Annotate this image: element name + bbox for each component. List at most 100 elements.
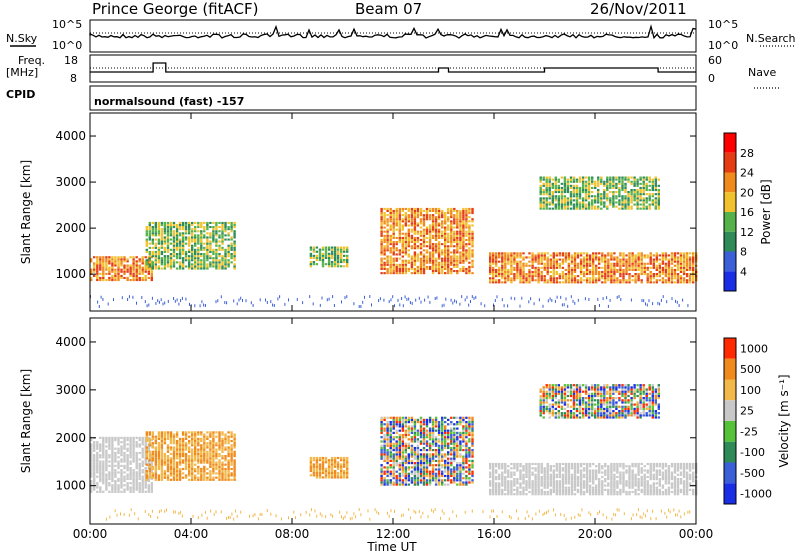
heatmap-cell (609, 183, 611, 185)
heatmap-cell (221, 241, 223, 243)
heatmap-cell (471, 210, 473, 212)
heatmap-cell (552, 201, 554, 203)
heatmap-cell (683, 263, 685, 265)
heatmap-cell (423, 466, 425, 468)
heatmap-cell (444, 304, 445, 307)
heatmap-cell (117, 443, 119, 445)
heatmap-cell (624, 177, 626, 179)
heatmap-cell (105, 273, 107, 275)
heatmap-cell (209, 226, 211, 228)
heatmap-cell (206, 247, 208, 249)
heatmap-cell (380, 440, 382, 442)
heatmap-cell (380, 212, 382, 214)
heatmap-cell (155, 226, 157, 228)
heatmap-cell (218, 453, 220, 455)
heatmap-cell (624, 183, 626, 185)
heatmap-cell (227, 239, 229, 241)
heatmap-cell (576, 187, 578, 189)
heatmap-cell (552, 191, 554, 193)
heatmap-cell (215, 259, 217, 261)
heatmap-cell (573, 206, 575, 208)
heatmap-cell (111, 456, 113, 458)
heatmap-cell (155, 251, 157, 253)
heatmap-cell (200, 459, 202, 461)
heatmap-cell (399, 235, 401, 237)
heatmap-cell (206, 228, 208, 230)
heatmap-cell (647, 263, 649, 265)
heatmap-cell (613, 265, 615, 267)
heatmap-cell (108, 484, 110, 486)
heatmap-cell (113, 298, 114, 301)
heatmap-cell (212, 241, 214, 243)
heatmap-cell (380, 453, 382, 455)
heatmap-cell (209, 459, 211, 461)
heatmap-cell (465, 253, 467, 255)
heatmap-cell (93, 271, 95, 273)
heatmap-cell (612, 191, 614, 193)
heatmap-cell (383, 438, 385, 440)
heatmap-cell (393, 222, 395, 224)
heatmap-cell (675, 300, 676, 303)
heatmap-cell (625, 281, 627, 283)
heatmap-cell (598, 273, 600, 275)
heatmap-cell (655, 197, 657, 199)
heatmap-cell (393, 241, 395, 243)
heatmap-cell (600, 195, 602, 197)
heatmap-cell (465, 298, 466, 301)
heatmap-cell (402, 218, 404, 220)
heatmap-cell (414, 430, 416, 432)
heatmap-cell (570, 187, 572, 189)
heatmap-cell (456, 301, 457, 304)
heatmap-cell (380, 247, 382, 249)
heatmap-cell (179, 472, 181, 474)
heatmap-cell (417, 484, 419, 486)
heatmap-cell (595, 267, 597, 269)
heatmap-cell (142, 443, 144, 445)
heatmap-cell (652, 195, 654, 197)
heatmap-cell (316, 476, 318, 478)
heatmap-cell (310, 255, 312, 257)
heatmap-cell (310, 459, 312, 461)
heatmap-cell (628, 259, 630, 261)
heatmap-cell (429, 241, 431, 243)
heatmap-cell (380, 260, 382, 262)
heatmap-cell (206, 249, 208, 251)
heatmap-cell (197, 224, 199, 226)
heatmap-cell (316, 474, 318, 476)
heatmap-cell (399, 231, 401, 233)
heatmap-cell (390, 260, 392, 262)
heatmap-cell (417, 466, 419, 468)
heatmap-cell (203, 444, 205, 446)
heatmap-cell (164, 261, 166, 263)
heatmap-cell (625, 279, 627, 281)
heatmap-cell (677, 281, 679, 283)
heatmap-cell (637, 254, 639, 256)
heatmap-cell (337, 265, 339, 267)
heatmap-cell (227, 479, 229, 481)
heatmap-cell (182, 438, 184, 440)
heatmap-cell (429, 237, 431, 239)
heatmap-cell (671, 281, 673, 283)
heatmap-cell (677, 261, 679, 263)
heatmap-cell (408, 239, 410, 241)
heatmap-cell (164, 453, 166, 455)
heatmap-cell (212, 434, 214, 436)
heatmap-cell (129, 441, 131, 443)
heatmap-cell (598, 256, 600, 258)
heatmap-cell (221, 257, 223, 259)
power-ylabel: Slant Range [km] (19, 160, 33, 264)
heatmap-cell (402, 471, 404, 473)
heatmap-cell (555, 187, 557, 189)
heatmap-cell (158, 466, 160, 468)
heatmap-cell (607, 252, 609, 254)
heatmap-cell (182, 228, 184, 230)
heatmap-cell (658, 185, 660, 187)
heatmap-cell (426, 256, 428, 258)
heatmap-cell (340, 247, 342, 249)
heatmap-cell (438, 440, 440, 442)
heatmap-cell (155, 259, 157, 261)
heatmap-cell (152, 228, 154, 230)
heatmap-cell (123, 471, 125, 473)
